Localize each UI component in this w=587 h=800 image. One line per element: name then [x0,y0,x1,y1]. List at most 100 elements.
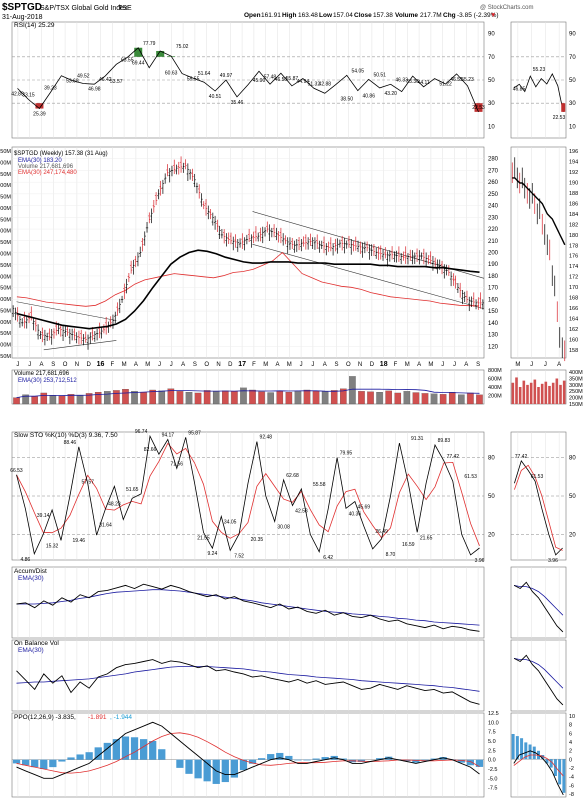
ppo-histogram-bar-side [553,759,557,776]
ppo-tick-label-side: 10 [569,714,575,720]
x-tick-label: A [275,362,279,368]
ppo-histogram-bar [112,739,121,760]
sto-value-label: 4.86 [20,557,30,563]
ad-legend-ema: EMA(30) [18,575,44,582]
sto-value-label: 6.42 [323,555,333,561]
volume-ema-line [16,388,480,398]
volume-bar [439,394,447,405]
price-legend-ema: EMA(30) 183.20 [18,158,62,164]
sto-value-label: 45.69 [358,505,371,511]
volume-bar [13,397,20,405]
price-tick-label-side: 168 [569,296,578,302]
x-tick-label: J [28,362,31,368]
panel-frame-main-ad [11,566,485,639]
sto-value-label: 19.46 [73,538,86,544]
x-tick-label: J [441,362,444,368]
x-tick-label: F [394,362,398,368]
sto-legend: Slow STO %K(10) %D(3) 9.36, 7.50 [14,432,118,439]
volume-ema-line [16,251,480,307]
price-tick-label-side: 178 [569,243,578,249]
price-tick-label-side: 182 [569,222,578,228]
rsi-value-label: 43.20 [384,91,397,97]
rsi-value-label: 38.50 [341,96,354,102]
x-tick-label: N [358,362,362,368]
ppo-histogram-bar [294,759,302,761]
volume-bar [258,391,265,405]
sto-value-label: 40.36 [349,511,362,517]
x-tick-label: A [464,362,468,368]
price-tick-label: 140 [488,321,499,327]
volume-bar-side [548,385,551,404]
volume-scale-label: 200M [0,320,11,326]
volume-bar [76,394,84,405]
rsi-tick-label-side: 70 [569,55,576,61]
volume-bar [312,390,320,405]
volume-scale-label: 450M [0,263,11,269]
sto-value-label: 94.17 [162,432,175,438]
sto-value-label: 51.65 [126,487,139,493]
volume-bar [276,390,284,405]
rsi-value-label: 54.05 [352,68,365,74]
sto-value-label: 91.31 [411,436,424,442]
price-tick-label-side: 174 [569,264,578,270]
ppo-histogram-bar [430,758,438,760]
ad-line [16,583,480,632]
x-tick-label: J [453,362,456,368]
ppo-histogram-bar [403,759,411,762]
sto-value-label: 77.42 [447,454,460,460]
volume-value: 217.7M [420,12,442,19]
ppo-tick-label: 5.0 [488,739,496,745]
volume-bar-side [559,384,562,404]
price-legend-volume: Volume 217,681,696 [18,164,74,170]
open-label: Open [244,12,261,19]
ppo-histogram-bar [221,759,229,783]
volume-scale-label: 250M [0,308,11,314]
rsi-tick-label: 30 [488,101,495,107]
ppo-line [16,721,480,779]
ppo-histogram-bar [375,758,384,760]
price-tick-label-side: 186 [569,201,578,207]
price-panel: 280 270 260 250 240 230 220 210 200 190 180 170 160 1… [0,149,578,362]
rsi-value-label: 46.55 [450,77,463,83]
volume-bar-side [537,387,540,404]
price-tick-label: 120 [488,344,499,350]
ppo-tick-label-side: 0 [569,757,572,763]
rsi-oversold-fill-side [561,103,566,112]
chg-label: Chg [443,12,456,19]
ppo-tick-label-side: 6 [569,731,572,737]
x-tick-label-side: A [557,362,561,368]
rsi-value-label: 42.80 [11,91,24,97]
ppo-histogram-bar [130,737,139,760]
rsi-value-label: 55.87 [286,76,299,82]
volume-scale-label: 900M [0,160,11,166]
ppo-tick-label-side: -4 [569,775,574,781]
obv-legend: On Balance Vol EMA(30) [14,640,59,654]
ppo-histogram-bar [276,752,284,760]
volume-bar [67,394,75,405]
ppo-tick-label-side: 2 [569,749,572,755]
rsi-value-label: 63.55 [121,57,134,63]
volume-scale-label: 600M [0,229,11,235]
volume-scale-label: 350M [0,286,11,292]
x-tick-label: O [63,362,68,368]
x-tick-label: O [204,362,209,368]
volume-bar [249,389,256,405]
rsi-value-label: 69.44 [132,60,145,66]
rsi-tick-label: 50 [488,78,495,84]
sto-value-label: 48.23 [108,501,121,507]
rsi-overbought-fill [156,50,165,57]
sto-tick-label: 20 [488,532,495,538]
sto-value-label: 26.49 [375,529,388,535]
ppo-histogram-bar [194,759,202,779]
volume-bar-side [526,384,529,404]
ohlc-readout: Open 161.91 High 163.48 Low 157.04 Close… [244,12,499,19]
volume-scale-label: 750M [0,195,11,201]
rsi-line-side [513,73,564,112]
x-tick-label: J [158,362,161,368]
x-tick-label-side: J [530,362,533,368]
price-tick-label-side: 184 [569,212,578,218]
rsi-line [17,47,479,113]
sto-value-label: 82.66 [144,447,157,453]
volume-bar-side [511,382,515,404]
sto-value-label: 8.70 [386,552,396,558]
